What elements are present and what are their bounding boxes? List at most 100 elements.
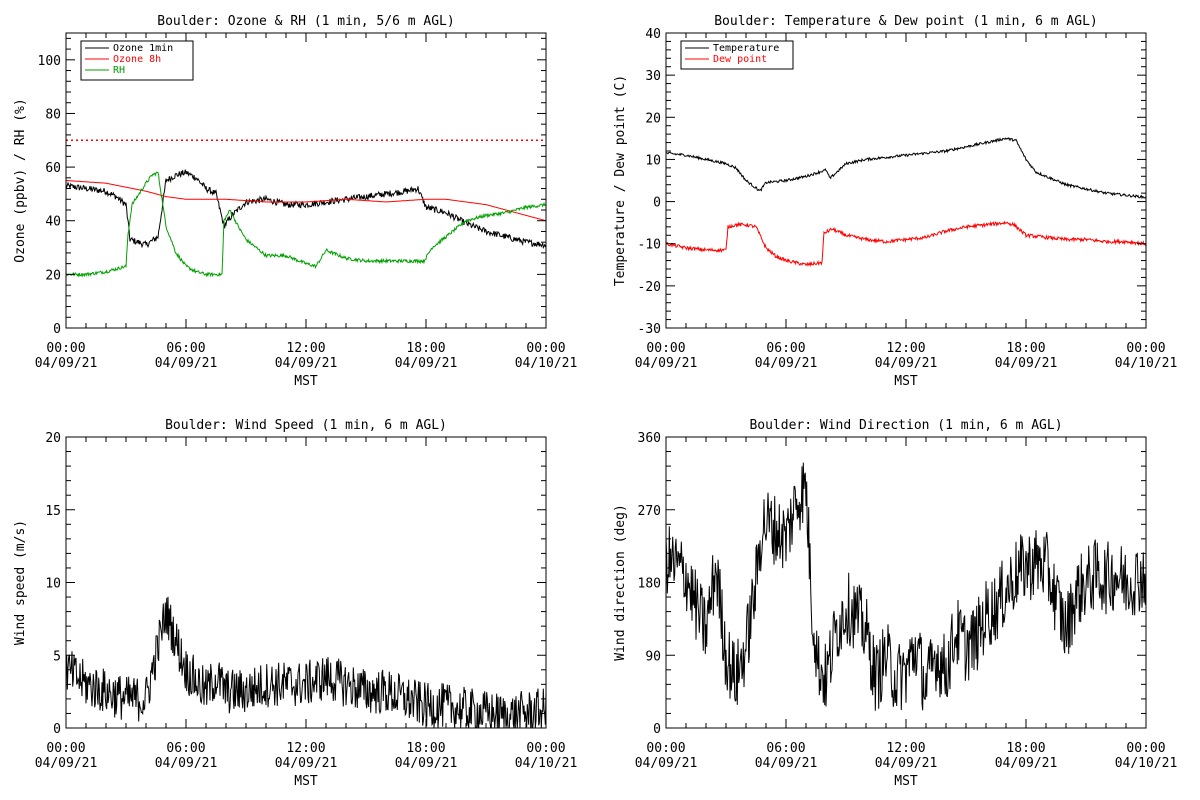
x-tick-label-date: 04/09/21 xyxy=(35,756,98,771)
legend-label: Ozone 1min xyxy=(113,43,173,54)
x-tick-label-date: 04/09/21 xyxy=(275,756,338,771)
x-tick-label-time: 00:00 xyxy=(1126,341,1165,356)
series-line-temperature xyxy=(666,137,1146,200)
y-tick-label: 90 xyxy=(645,649,661,664)
x-tick-label-date: 04/10/21 xyxy=(1115,756,1178,771)
x-tick-label-time: 12:00 xyxy=(286,341,325,356)
y-tick-label: 5 xyxy=(53,649,61,664)
x-tick-label-date: 04/09/21 xyxy=(875,356,938,371)
y-tick-label: 10 xyxy=(645,153,661,168)
x-tick-label-time: 12:00 xyxy=(886,741,925,756)
x-tick-label-time: 18:00 xyxy=(406,741,445,756)
x-tick-label-date: 04/09/21 xyxy=(755,756,818,771)
chart-wind_dir: Boulder: Wind Direction (1 min, 6 m AGL)… xyxy=(613,418,1177,789)
x-tick-label-time: 12:00 xyxy=(286,741,325,756)
y-tick-label: 180 xyxy=(638,577,661,592)
x-tick-label-date: 04/09/21 xyxy=(995,356,1058,371)
x-tick-label-date: 04/09/21 xyxy=(35,356,98,371)
x-tick-label-time: 06:00 xyxy=(166,741,205,756)
series-line-data xyxy=(666,462,1146,711)
x-tick-label-time: 00:00 xyxy=(646,741,685,756)
x-tick-label-date: 04/09/21 xyxy=(155,756,218,771)
x-tick-label-date: 04/10/21 xyxy=(515,356,578,371)
x-axis-label: MST xyxy=(294,374,318,389)
x-tick-label-time: 18:00 xyxy=(1006,741,1045,756)
chart-title: Boulder: Wind Speed (1 min, 6 m AGL) xyxy=(165,418,447,433)
y-tick-label: 0 xyxy=(653,722,661,737)
series-line-ozone-8h xyxy=(66,180,546,222)
chart-title: Boulder: Wind Direction (1 min, 6 m AGL) xyxy=(749,418,1062,433)
series-line-rh xyxy=(66,171,546,278)
x-axis-label: MST xyxy=(894,774,918,789)
y-tick-label: 60 xyxy=(45,161,61,176)
x-tick-label-time: 00:00 xyxy=(46,741,85,756)
chart-temp_dew: Boulder: Temperature & Dew point (1 min,… xyxy=(613,14,1177,389)
x-tick-label-time: 00:00 xyxy=(646,341,685,356)
legend-label: Temperature xyxy=(713,43,779,54)
x-axis-label: MST xyxy=(294,774,318,789)
y-tick-label: 0 xyxy=(653,196,661,211)
y-tick-label: 80 xyxy=(45,107,61,122)
y-tick-label: 360 xyxy=(638,431,661,446)
x-tick-label-time: 12:00 xyxy=(886,341,925,356)
y-tick-label: -20 xyxy=(638,280,661,295)
legend-label: Ozone 8h xyxy=(113,54,161,65)
y-tick-label: 30 xyxy=(645,69,661,84)
legend-label: RH xyxy=(113,65,125,76)
x-tick-label-time: 00:00 xyxy=(526,341,565,356)
chart-ozone_rh: Boulder: Ozone & RH (1 min, 5/6 m AGL) Oz… xyxy=(13,14,577,389)
y-tick-label: 20 xyxy=(45,431,61,446)
x-tick-label-date: 04/09/21 xyxy=(755,356,818,371)
x-tick-label-time: 18:00 xyxy=(406,341,445,356)
y-tick-label: 0 xyxy=(53,722,61,737)
y-tick-label: 0 xyxy=(53,322,61,337)
legend-label: Dew point xyxy=(713,54,767,65)
x-tick-label-time: 06:00 xyxy=(766,341,805,356)
y-tick-label: 20 xyxy=(45,268,61,283)
y-axis-label: Wind speed (m/s) xyxy=(13,520,28,645)
x-tick-label-time: 00:00 xyxy=(526,741,565,756)
x-tick-label-date: 04/09/21 xyxy=(875,756,938,771)
series-line-ozone-1min xyxy=(66,169,546,250)
y-tick-label: 100 xyxy=(38,54,61,69)
y-tick-label: 40 xyxy=(45,215,61,230)
x-tick-label-date: 04/09/21 xyxy=(635,356,698,371)
chart-title: Boulder: Ozone & RH (1 min, 5/6 m AGL) xyxy=(157,14,454,29)
y-tick-label: 10 xyxy=(45,577,61,592)
axis-frame xyxy=(665,32,1147,329)
y-axis-label: Ozone (ppbv) / RH (%) xyxy=(13,98,28,262)
x-tick-label-date: 04/09/21 xyxy=(995,756,1058,771)
x-tick-label-time: 18:00 xyxy=(1006,341,1045,356)
y-tick-label: 15 xyxy=(45,504,61,519)
x-tick-label-date: 04/10/21 xyxy=(515,756,578,771)
x-tick-label-time: 06:00 xyxy=(166,341,205,356)
y-tick-label: -10 xyxy=(638,238,661,253)
plot-area xyxy=(66,596,546,728)
x-tick-label-date: 04/09/21 xyxy=(395,756,458,771)
series-line-data xyxy=(66,596,546,728)
x-axis-label: MST xyxy=(894,374,918,389)
x-tick-label-date: 04/09/21 xyxy=(275,356,338,371)
y-tick-label: 270 xyxy=(638,504,661,519)
plot-area xyxy=(666,137,1146,268)
x-tick-label-date: 04/09/21 xyxy=(395,356,458,371)
y-tick-label: -30 xyxy=(638,322,661,337)
x-tick-label-date: 04/09/21 xyxy=(155,356,218,371)
x-tick-label-time: 00:00 xyxy=(1126,741,1165,756)
chart-wind_speed: Boulder: Wind Speed (1 min, 6 m AGL) Wind… xyxy=(13,418,577,789)
plot-area xyxy=(66,139,546,278)
plot-area xyxy=(666,462,1146,711)
x-tick-label-time: 06:00 xyxy=(766,741,805,756)
chart-title: Boulder: Temperature & Dew point (1 min,… xyxy=(714,14,1098,29)
series-line-dew-point xyxy=(666,220,1146,268)
y-axis-label: Wind direction (deg) xyxy=(613,504,628,661)
x-tick-label-date: 04/09/21 xyxy=(635,756,698,771)
y-axis-label: Temperature / Dew point (C) xyxy=(613,75,628,286)
y-tick-label: 40 xyxy=(645,27,661,42)
y-tick-label: 20 xyxy=(645,111,661,126)
x-tick-label-time: 00:00 xyxy=(46,341,85,356)
x-tick-label-date: 04/10/21 xyxy=(1115,356,1178,371)
